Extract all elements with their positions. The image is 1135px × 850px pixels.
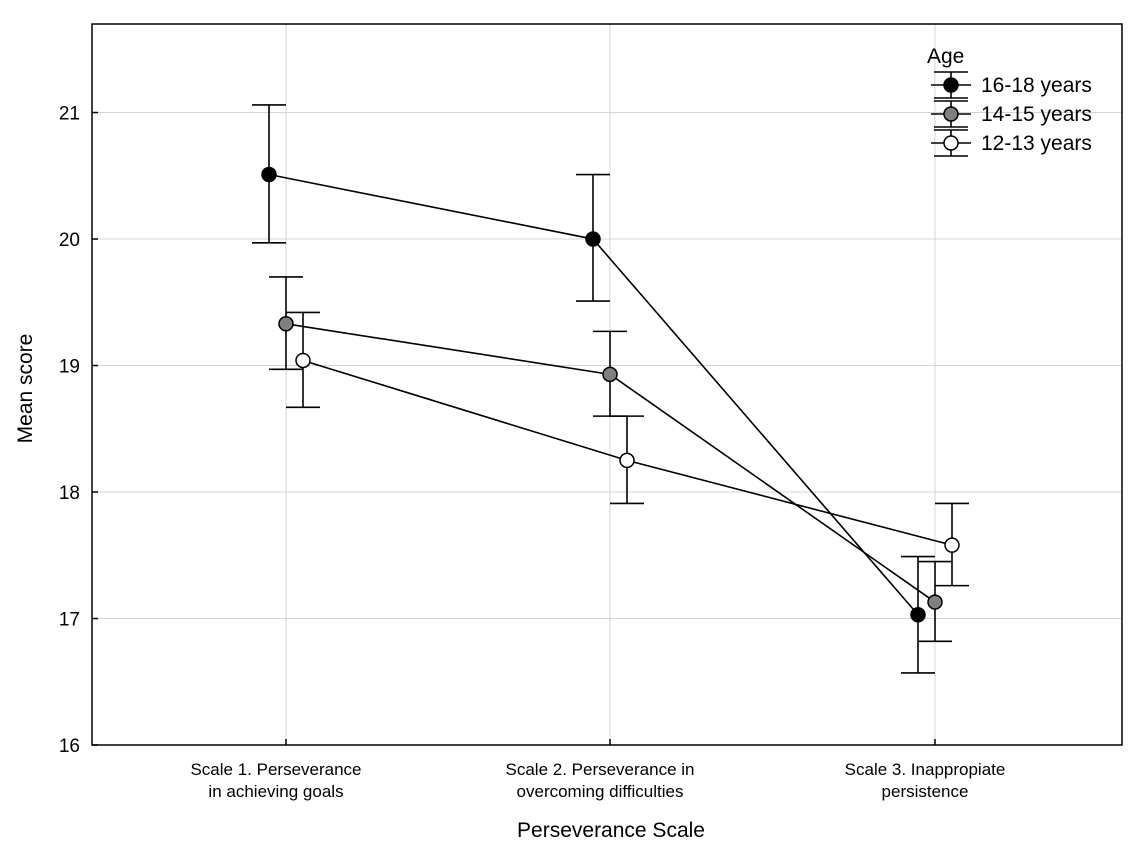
grid	[92, 24, 1122, 746]
y-tick-label: 20	[59, 230, 80, 251]
legend-label: 16-18 years	[981, 74, 1092, 97]
series-14-15-years	[269, 276, 952, 643]
legend-marker	[943, 106, 959, 122]
y-axis: 16 17 18 19 20 21	[59, 104, 98, 757]
legend-label: 14-15 years	[981, 103, 1092, 126]
plot-frame	[91, 23, 1123, 746]
series-16-18-years	[252, 104, 935, 674]
x-tick-label-line: Scale 3. Inappropiate	[845, 760, 1006, 779]
legend-title: Age	[927, 45, 964, 68]
data-point	[602, 366, 618, 383]
data-point	[278, 316, 294, 332]
data-point	[927, 594, 943, 610]
x-tick-label-line: persistence	[882, 782, 969, 801]
x-axis: Scale 1. Perseverance in achieving goalsS…	[190, 739, 1005, 801]
series-layer	[252, 104, 969, 674]
x-tick-label: Scale 2. Perseverance in overcoming diffi…	[506, 760, 695, 801]
y-tick-label: 21	[59, 104, 80, 125]
x-tick-label: Scale 3. Inappropiate persistence	[845, 760, 1006, 801]
x-axis-title: Perseverance Scale	[517, 819, 705, 842]
legend: Age 16-18 years 14-15 years 12-13 years	[927, 45, 1092, 157]
y-tick-label: 19	[59, 357, 80, 378]
data-point	[261, 166, 277, 183]
legend-label: 12-13 years	[981, 132, 1092, 155]
y-tick-label: 17	[59, 610, 80, 631]
data-point	[295, 352, 311, 369]
y-tick-label: 16	[59, 736, 80, 757]
series-12-13-years	[286, 311, 969, 587]
data-point	[910, 606, 926, 623]
x-tick-label-line: Scale 1. Perseverance	[190, 760, 361, 779]
legend-marker	[943, 77, 959, 93]
x-tick-label: Scale 1. Perseverance in achieving goals	[190, 760, 361, 801]
x-tick-label-line: in achieving goals	[208, 782, 343, 801]
x-tick-label-line: overcoming difficulties	[517, 782, 684, 801]
y-tick-label: 18	[59, 483, 80, 504]
y-axis-title: Mean score	[14, 334, 37, 444]
legend-marker	[943, 135, 959, 151]
data-point	[619, 452, 635, 469]
data-point	[944, 537, 960, 553]
x-tick-label-line: Scale 2. Perseverance in	[506, 760, 695, 779]
data-point	[585, 231, 601, 247]
